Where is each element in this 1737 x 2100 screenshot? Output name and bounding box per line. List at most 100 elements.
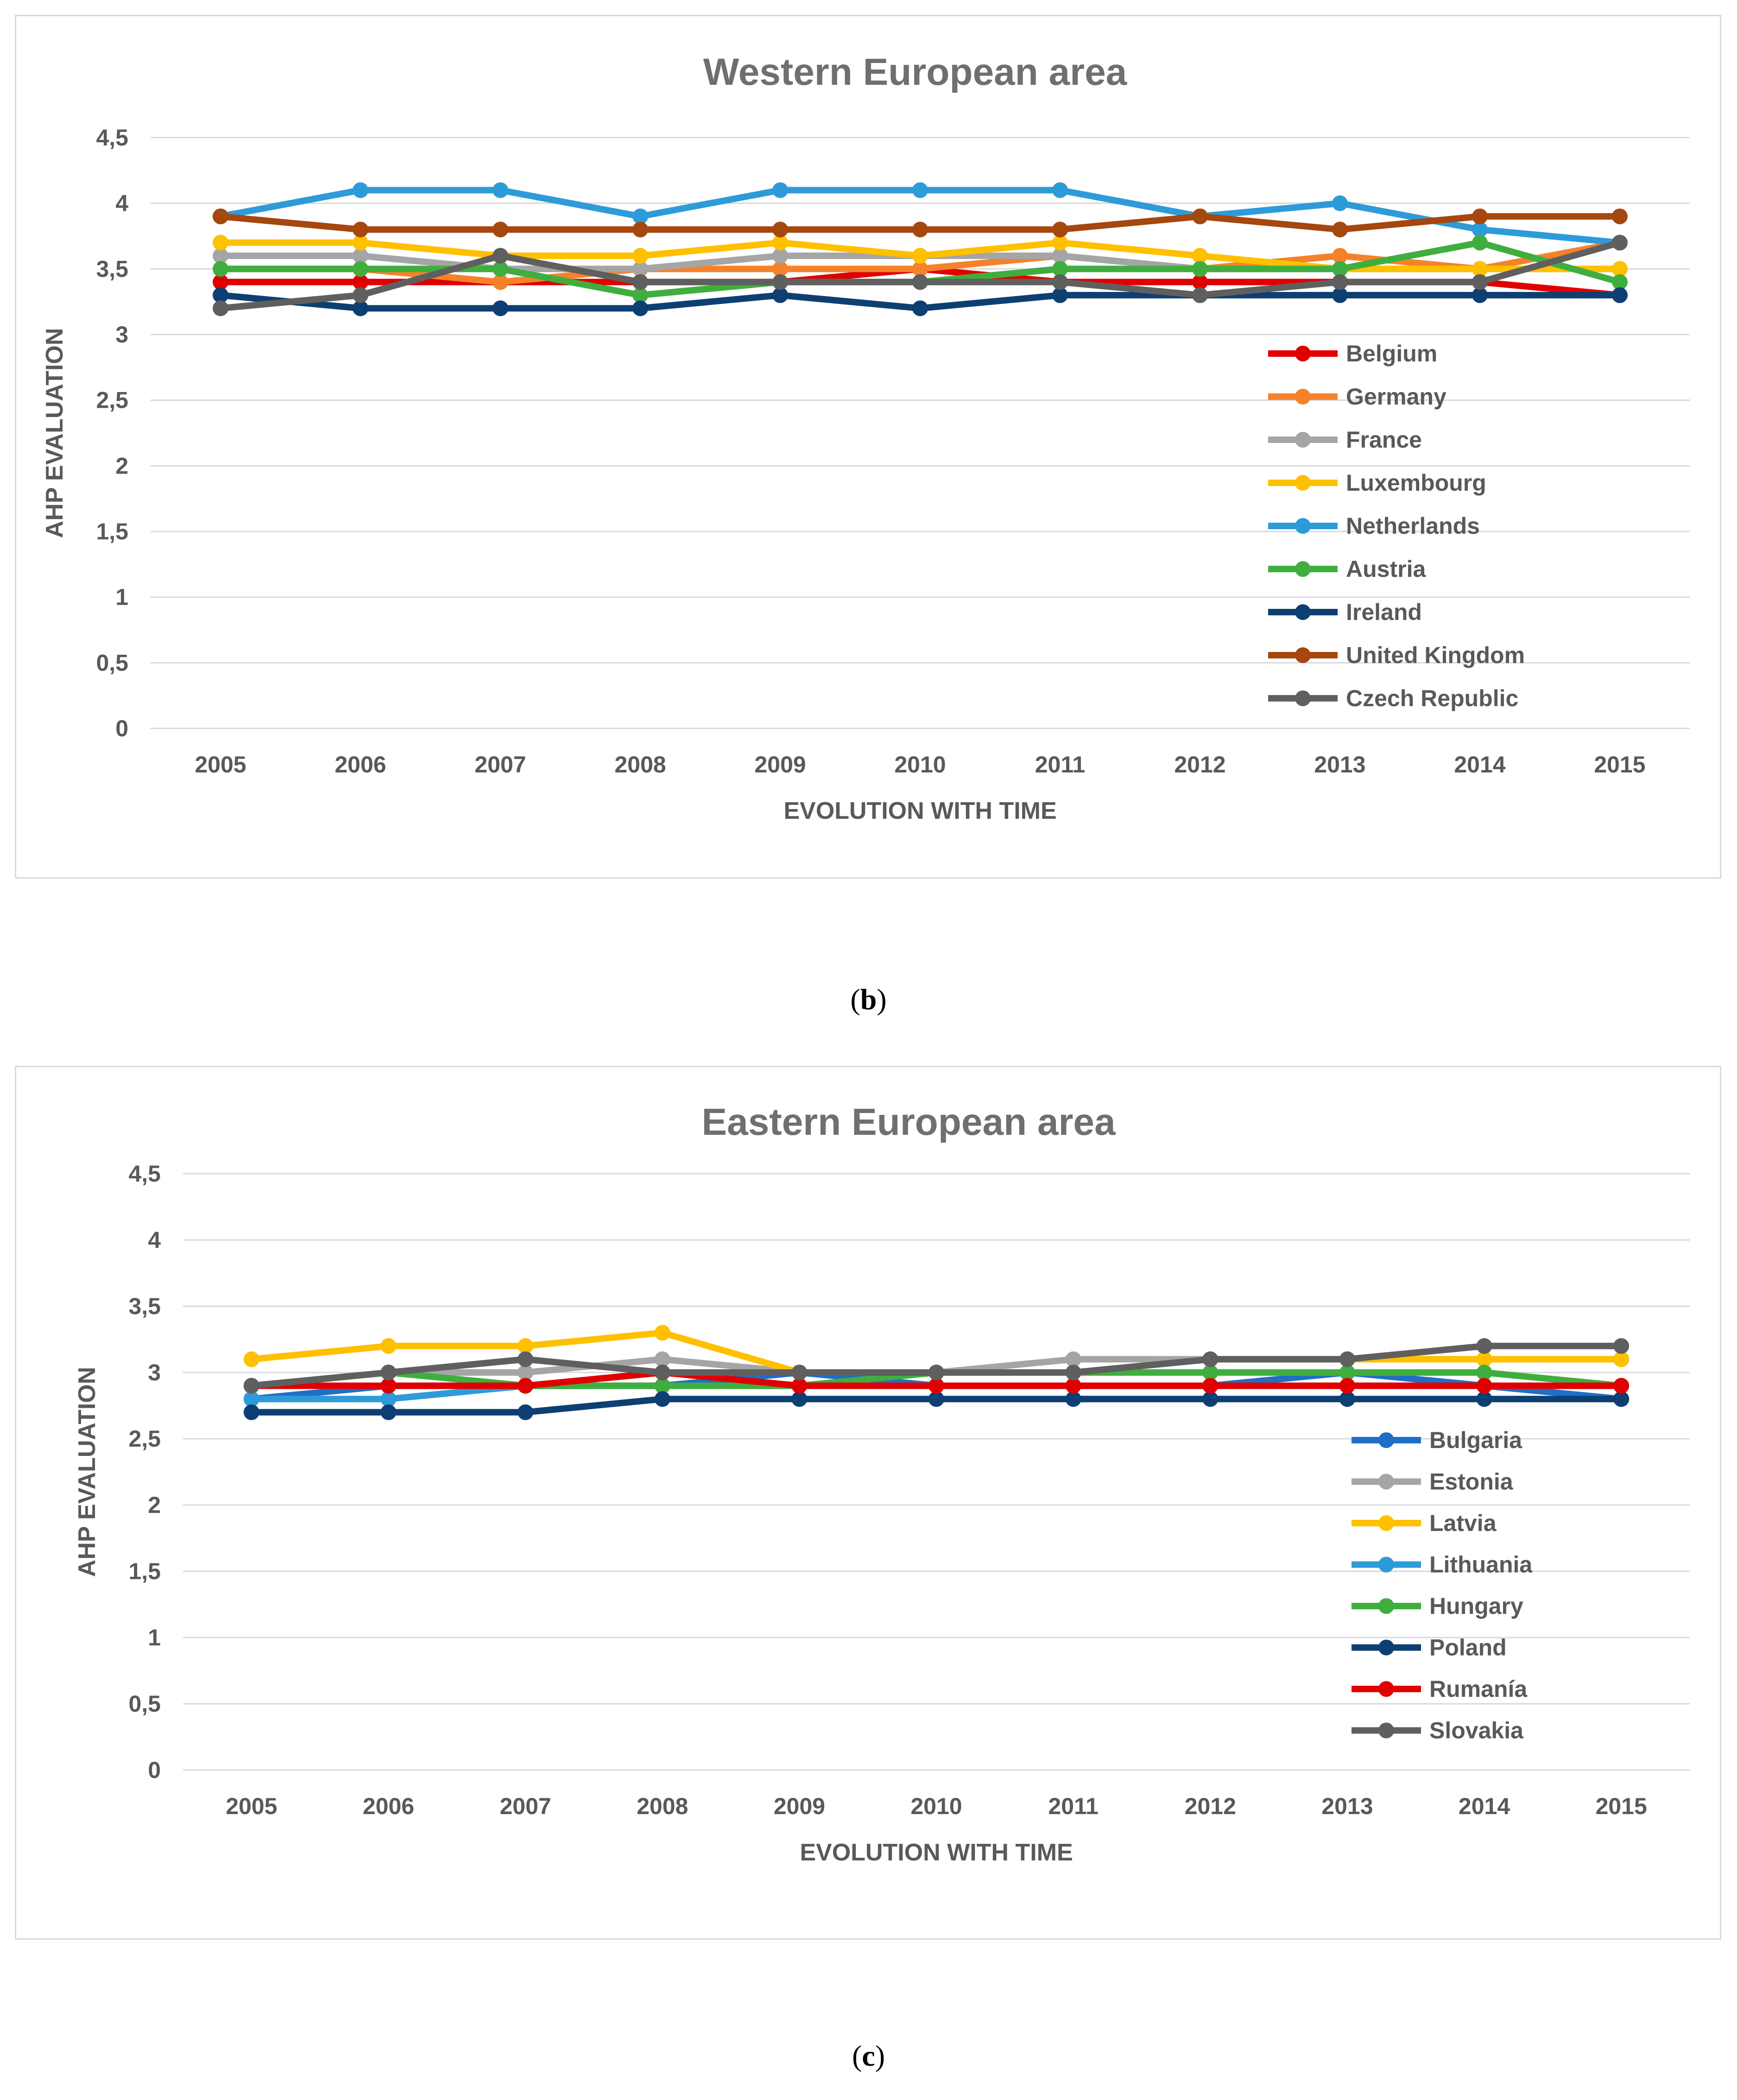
eastern-data-point — [380, 1338, 397, 1354]
western-data-point — [772, 274, 788, 290]
western-data-point — [213, 300, 228, 316]
eastern-legend-label: Poland — [1429, 1635, 1507, 1661]
caption-b: (b) — [850, 983, 887, 1016]
eastern-legend-label: Latvia — [1429, 1510, 1497, 1536]
western-data-point — [912, 248, 928, 264]
eastern-data-point — [1613, 1338, 1630, 1354]
western-data-point — [772, 234, 788, 251]
eastern-data-point — [380, 1404, 397, 1420]
eastern-data-point — [1202, 1391, 1219, 1407]
eastern-data-point — [1476, 1338, 1492, 1354]
eastern-xtick-label: 2011 — [1048, 1793, 1098, 1819]
eastern-chart-panel: Eastern European area 0 0,5 1 1,5 2 2,5 3 3,5 4 4,… — [15, 1066, 1721, 1940]
western-data-point — [772, 287, 788, 303]
western-legend-swatch-marker — [1295, 518, 1311, 534]
eastern-data-point — [243, 1378, 259, 1394]
eastern-xtick-label: 2007 — [499, 1793, 551, 1819]
eastern-title: Eastern European area — [701, 1101, 1116, 1143]
western-y-axis-label: AHP EVALUATION — [41, 328, 68, 538]
western-xtick-label: 2009 — [754, 752, 806, 778]
western-data-point — [772, 261, 788, 277]
western-data-point — [632, 209, 648, 224]
eastern-ytick-label: 4,5 — [128, 1161, 161, 1187]
western-data-point — [1612, 261, 1628, 277]
western-legend-swatch-marker — [1295, 389, 1311, 405]
western-xtick-label: 2010 — [894, 752, 946, 778]
western-legend-label: United Kingdom — [1346, 642, 1525, 668]
eastern-data-point — [243, 1404, 259, 1420]
western-data-point — [1052, 261, 1068, 277]
eastern-ytick-label: 3,5 — [128, 1293, 161, 1319]
eastern-legend-label: Estonia — [1429, 1469, 1514, 1495]
eastern-data-point — [518, 1404, 534, 1420]
eastern-legend-swatch-marker — [1378, 1556, 1394, 1573]
eastern-legend-label: Bulgaria — [1429, 1427, 1522, 1453]
western-series-united-kingdom — [213, 209, 1628, 238]
western-legend-swatch-marker — [1295, 647, 1311, 663]
western-data-point — [1472, 221, 1488, 238]
western-data-point — [1612, 234, 1628, 251]
eastern-xtick-label: 2008 — [637, 1793, 688, 1819]
eastern-legend-swatch-marker — [1378, 1474, 1394, 1490]
eastern-xtick-label: 2013 — [1321, 1793, 1373, 1819]
western-data-point — [213, 261, 228, 277]
eastern-x-axis-label: EVOLUTION WITH TIME — [800, 1839, 1073, 1866]
western-ytick-label: 3,5 — [96, 256, 128, 282]
western-data-point — [353, 221, 368, 238]
western-ytick-label: 1,5 — [96, 519, 128, 544]
eastern-data-point — [1339, 1351, 1355, 1367]
eastern-y-axis-label: AHP EVALUATION — [74, 1367, 101, 1577]
western-data-point — [493, 300, 508, 316]
western-data-point — [213, 274, 228, 290]
eastern-data-point — [654, 1325, 670, 1341]
western-data-point — [1472, 287, 1488, 303]
western-data-point — [1192, 209, 1208, 224]
western-data-point — [1472, 261, 1488, 277]
western-data-point — [772, 182, 788, 198]
eastern-data-point — [1476, 1351, 1492, 1367]
eastern-legend-entry: Estonia — [1352, 1469, 1514, 1495]
western-data-point — [1052, 182, 1068, 198]
western-xtick-label: 2006 — [335, 752, 386, 778]
eastern-data-point — [1613, 1378, 1630, 1394]
eastern-legend-swatch-marker — [1378, 1432, 1394, 1448]
eastern-data-point — [1339, 1365, 1355, 1380]
western-data-point — [1192, 287, 1208, 303]
eastern-xtick-label: 2009 — [774, 1793, 825, 1819]
western-ytick-label: 2 — [115, 453, 128, 479]
western-legend-swatch-marker — [1295, 690, 1311, 706]
western-xtick-label: 2005 — [195, 752, 246, 778]
eastern-data-point — [654, 1365, 670, 1380]
western-data-point — [632, 274, 648, 290]
western-ytick-label: 2,5 — [96, 387, 128, 413]
eastern-legend-label: Lithuania — [1429, 1552, 1533, 1578]
western-chart: Western European area 0 0,5 1 1,5 2 2,5 3 3,5 4 4,… — [41, 51, 1690, 824]
eastern-xtick-label: 2005 — [226, 1793, 277, 1819]
western-data-point — [353, 234, 368, 251]
eastern-series-slovakia — [243, 1338, 1630, 1394]
eastern-legend-entry: Lithuania — [1352, 1552, 1533, 1578]
western-data-point — [912, 261, 928, 277]
western-data-point — [1192, 261, 1208, 277]
western-xtick-label: 2014 — [1454, 752, 1505, 778]
eastern-legend-entry: Slovakia — [1352, 1718, 1524, 1744]
western-legend-entry: United Kingdom — [1268, 642, 1525, 668]
western-legend-label: Czech Republic — [1346, 685, 1518, 711]
western-data-point — [912, 182, 928, 198]
western-data-point — [1612, 274, 1628, 290]
western-data-point — [493, 248, 508, 264]
eastern-legend-label: Rumanía — [1429, 1676, 1528, 1702]
western-data-point — [213, 248, 228, 264]
eastern-data-point — [929, 1378, 944, 1394]
eastern-data-point — [1202, 1378, 1219, 1394]
western-x-axis-label: EVOLUTION WITH TIME — [783, 797, 1056, 824]
eastern-data-point — [1065, 1365, 1081, 1380]
eastern-xtick-label: 2010 — [910, 1793, 962, 1819]
western-ytick-label: 3 — [115, 322, 128, 348]
eastern-ytick-label: 1,5 — [128, 1558, 161, 1584]
western-data-point — [353, 274, 368, 290]
western-data-point — [493, 261, 508, 277]
eastern-data-point — [518, 1365, 534, 1380]
western-series-netherlands — [213, 182, 1628, 251]
eastern-legend-entry: Poland — [1352, 1635, 1507, 1661]
